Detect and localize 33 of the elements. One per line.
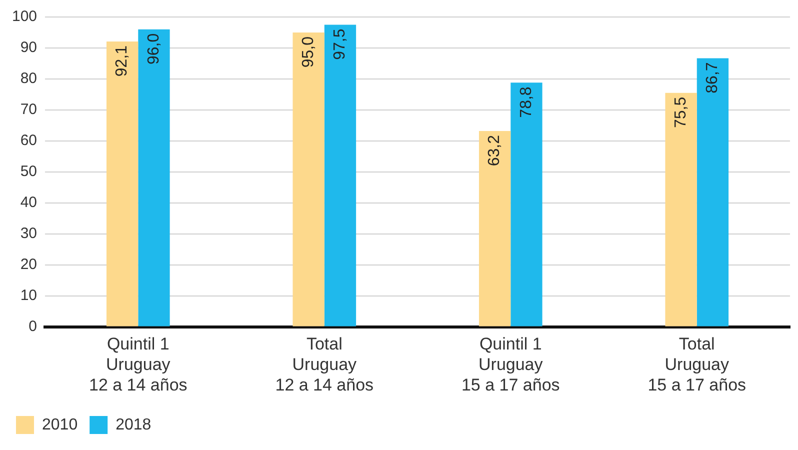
- data-label: 97,5: [332, 28, 349, 60]
- bar: [665, 92, 697, 326]
- y-tick-label: 50: [20, 163, 38, 180]
- legend-label: 2010: [42, 416, 78, 434]
- bar: [510, 82, 542, 326]
- y-tick-label: 60: [20, 132, 38, 150]
- data-label: 86,7: [704, 62, 722, 94]
- y-tick-label: 20: [20, 256, 38, 273]
- data-label: 78,8: [518, 86, 535, 118]
- x-tick-label: Total Uruguay 15 a 17 años: [648, 334, 746, 394]
- y-tick-label: 70: [20, 101, 38, 118]
- y-tick-label: 40: [20, 194, 38, 212]
- y-tick-label: 0: [28, 318, 38, 335]
- y-tick-label: 80: [20, 70, 38, 88]
- legend-label: 2018: [116, 416, 152, 434]
- data-label: 95,0: [300, 36, 317, 68]
- bar: [106, 41, 138, 326]
- data-label: 75,5: [672, 96, 690, 128]
- y-tick-label: 30: [20, 225, 38, 242]
- x-tick-label: Quintil 1 Uruguay 12 a 14 años: [88, 334, 188, 394]
- x-tick-label: Total Uruguay 12 a 14 años: [275, 334, 374, 394]
- bar: [138, 29, 170, 326]
- y-tick-label: 90: [20, 39, 38, 56]
- y-tick-label: 100: [12, 8, 38, 26]
- x-tick-label: Quintil 1 Uruguay 15 a 17 años: [461, 334, 560, 394]
- data-label: 63,2: [486, 134, 504, 166]
- bar: [478, 131, 511, 326]
- bar: [696, 58, 729, 326]
- data-label: 92,1: [114, 45, 131, 77]
- y-tick-label: 10: [20, 286, 38, 304]
- bar: [292, 32, 324, 326]
- bar: [324, 24, 356, 326]
- data-label: 96,0: [145, 33, 162, 65]
